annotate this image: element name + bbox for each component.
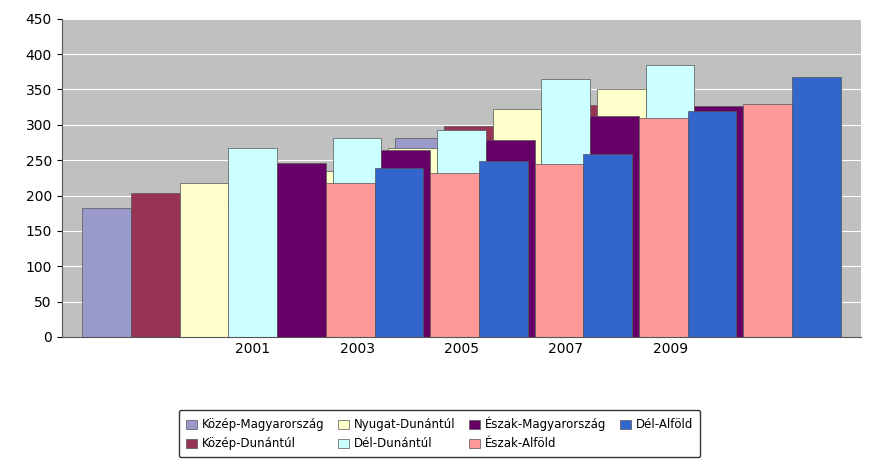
Bar bbox=[500, 120, 548, 337]
Bar bbox=[340, 164, 388, 337]
Bar bbox=[479, 161, 527, 337]
Bar bbox=[186, 204, 235, 337]
Bar bbox=[235, 177, 284, 337]
Bar bbox=[429, 173, 479, 337]
Bar bbox=[374, 168, 422, 337]
Bar bbox=[694, 106, 742, 337]
Bar bbox=[436, 131, 486, 337]
Bar bbox=[284, 171, 333, 337]
Bar bbox=[388, 148, 436, 337]
Bar bbox=[548, 105, 596, 337]
Bar bbox=[395, 138, 443, 337]
Bar bbox=[381, 150, 429, 337]
Bar bbox=[541, 79, 589, 337]
Bar bbox=[589, 116, 638, 337]
Bar bbox=[493, 109, 541, 337]
Bar bbox=[228, 148, 277, 337]
Bar bbox=[486, 140, 534, 337]
Bar bbox=[687, 110, 736, 337]
Bar bbox=[326, 183, 374, 337]
Bar bbox=[83, 208, 131, 337]
Bar bbox=[582, 154, 631, 337]
Bar bbox=[333, 138, 381, 337]
Bar bbox=[131, 193, 180, 337]
Bar bbox=[645, 65, 694, 337]
Bar bbox=[791, 77, 839, 337]
Bar bbox=[180, 183, 228, 337]
Legend: Közép-Magyarország, Közép-Dunántúl, Nyugat-Dunántúl, Dél-Dunántúl, Észak-Magyaro: Közép-Magyarország, Közép-Dunántúl, Nyug… bbox=[179, 410, 699, 457]
Bar bbox=[534, 164, 582, 337]
Bar bbox=[277, 163, 326, 337]
Bar bbox=[596, 89, 645, 337]
Bar bbox=[742, 103, 791, 337]
Bar bbox=[291, 192, 340, 337]
Bar bbox=[443, 126, 493, 337]
Bar bbox=[638, 118, 687, 337]
